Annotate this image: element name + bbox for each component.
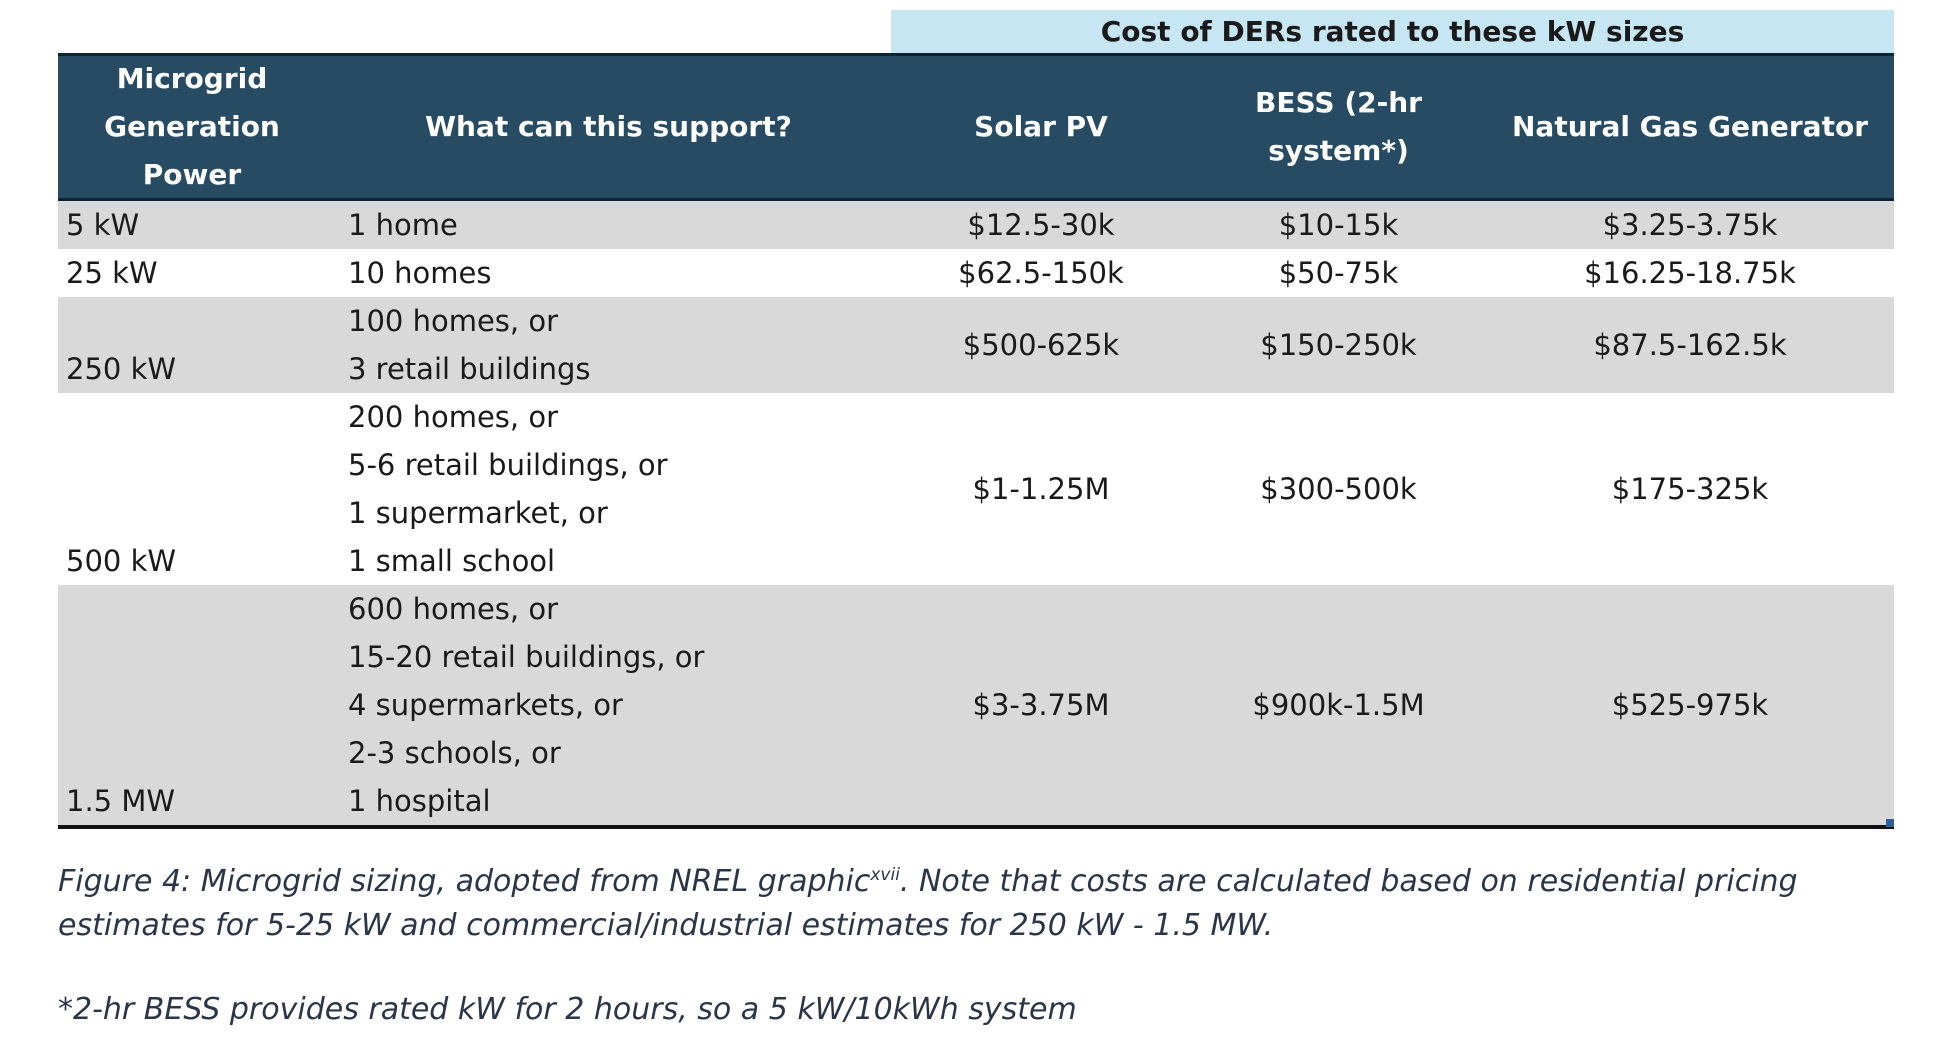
gas-cost-cell: $16.25-18.75k bbox=[1584, 256, 1796, 290]
support-cell: 100 homes, or 3 retail buildings bbox=[326, 297, 891, 393]
gas-cost-cell: $175-325k bbox=[1611, 472, 1769, 506]
header-power: Microgrid Generation Power bbox=[58, 55, 326, 199]
support-cell: 600 homes, or 15-20 retail buildings, or 4… bbox=[326, 585, 891, 825]
support-line: 200 homes, or bbox=[348, 400, 558, 434]
support-line: 1 home bbox=[348, 208, 458, 242]
table-row: 5 kW 1 home $12.5-30k $10-15k $3.25-3.75k bbox=[58, 201, 1894, 249]
table-row: 25 kW 10 homes $62.5-150k $50-75k $16.25-18.… bbox=[58, 249, 1894, 297]
table-row: 250 kW 100 homes, or 3 retail buildings $50… bbox=[58, 297, 1894, 393]
support-line: 1 supermarket, or bbox=[348, 496, 608, 530]
support-line: 600 homes, or bbox=[348, 592, 558, 626]
support-line: 4 supermarkets, or bbox=[348, 688, 623, 722]
caption-text: Figure 4: Microgrid sizing, adopted from… bbox=[58, 864, 871, 899]
support-line: 15-20 retail buildings, or bbox=[348, 640, 705, 674]
group-header: Cost of DERs rated to these kW sizes bbox=[891, 10, 1894, 53]
header-support: What can this support? bbox=[425, 110, 792, 143]
support-line: 10 homes bbox=[348, 256, 492, 290]
caption-text-continued: . Note that costs are calculated based o… bbox=[58, 864, 1798, 943]
gas-cost-cell: $3.25-3.75k bbox=[1602, 208, 1778, 242]
support-cell: 1 home bbox=[326, 201, 891, 249]
power-cell: 1.5 MW bbox=[66, 784, 176, 818]
support-line: 5-6 retail buildings, or bbox=[348, 448, 668, 482]
solar-cost-cell: $1-1.25M bbox=[972, 472, 1110, 506]
header-gas: Natural Gas Generator bbox=[1511, 110, 1868, 143]
header-power-line: Microgrid bbox=[116, 62, 268, 95]
support-line: 1 hospital bbox=[348, 784, 491, 818]
solar-cost-cell: $3-3.75M bbox=[972, 688, 1110, 722]
support-line: 100 homes, or bbox=[348, 304, 558, 338]
bess-cost-cell: $900k-1.5M bbox=[1252, 688, 1425, 722]
bess-cost-cell: $300-500k bbox=[1260, 472, 1417, 506]
header-bess: BESS (2-hr system*) bbox=[1255, 86, 1422, 167]
power-cell: 5 kW bbox=[66, 208, 140, 242]
table-row: 1.5 MW 600 homes, or 15-20 retail building… bbox=[58, 585, 1894, 825]
support-cell: 200 homes, or 5-6 retail buildings, or 1 s… bbox=[326, 393, 891, 585]
header-power-line: Generation bbox=[104, 110, 280, 143]
solar-cost-cell: $12.5-30k bbox=[967, 208, 1115, 242]
caption-superscript: xvii bbox=[870, 865, 900, 885]
solar-cost-cell: $62.5-150k bbox=[958, 256, 1124, 290]
table-body: 5 kW 1 home $12.5-30k $10-15k $3.25-3.75k 25 … bbox=[58, 201, 1894, 829]
gas-cost-cell: $525-975k bbox=[1611, 688, 1769, 722]
table-row: 500 kW 200 homes, or 5-6 retail buildings,… bbox=[58, 393, 1894, 585]
header-power-line: Power bbox=[142, 158, 242, 191]
support-cell: 10 homes bbox=[326, 249, 891, 297]
table-header-row: Microgrid Generation Power What can this… bbox=[58, 53, 1894, 201]
power-cell: 250 kW bbox=[66, 352, 177, 386]
support-line: 3 retail buildings bbox=[348, 352, 591, 386]
bess-cost-cell: $50-75k bbox=[1278, 256, 1399, 290]
power-cell: 500 kW bbox=[66, 544, 177, 578]
bess-cost-cell: $150-250k bbox=[1260, 328, 1417, 362]
bess-cost-cell: $10-15k bbox=[1278, 208, 1399, 242]
figure-caption: Figure 4: Microgrid sizing, adopted from… bbox=[58, 860, 1898, 948]
solar-cost-cell: $500-625k bbox=[962, 328, 1120, 362]
microgrid-sizing-table: Microgrid Generation Power What can this… bbox=[58, 53, 1894, 829]
support-line: 1 small school bbox=[348, 544, 556, 578]
cell-resize-handle bbox=[1886, 819, 1894, 827]
support-line: 2-3 schools, or bbox=[348, 736, 561, 770]
gas-cost-cell: $87.5-162.5k bbox=[1593, 328, 1787, 362]
footnote: *2-hr BESS provides rated kW for 2 hours… bbox=[58, 992, 1077, 1027]
power-cell: 25 kW bbox=[66, 256, 158, 290]
header-solar: Solar PV bbox=[974, 110, 1108, 143]
